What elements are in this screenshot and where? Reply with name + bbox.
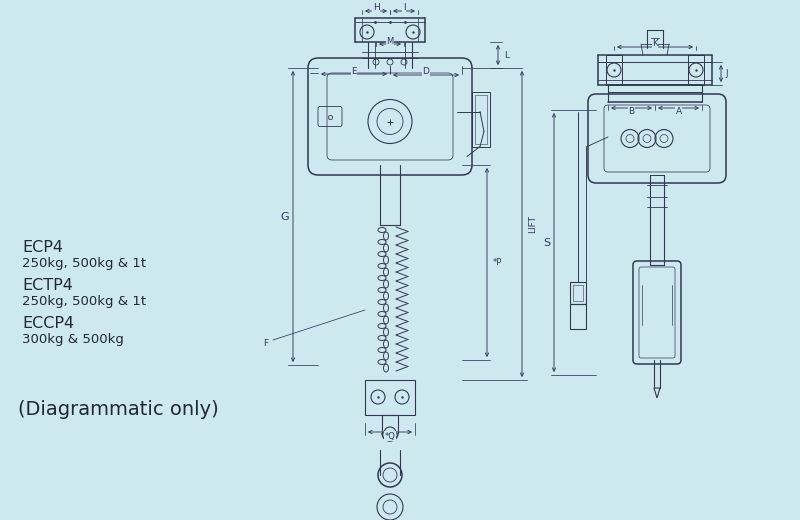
Text: LIFT: LIFT xyxy=(528,215,537,233)
Text: K: K xyxy=(652,40,658,48)
Text: H: H xyxy=(373,4,379,12)
Text: ECTP4: ECTP4 xyxy=(22,278,73,293)
Text: *Q: *Q xyxy=(385,432,395,440)
Text: J: J xyxy=(725,69,727,77)
Text: M: M xyxy=(386,37,394,46)
Text: ECCP4: ECCP4 xyxy=(22,316,74,331)
Text: S: S xyxy=(543,238,550,248)
Text: I: I xyxy=(402,4,406,12)
Text: 250kg, 500kg & 1t: 250kg, 500kg & 1t xyxy=(22,295,146,308)
Bar xyxy=(688,55,704,85)
Text: 300kg & 500kg: 300kg & 500kg xyxy=(22,333,124,346)
Bar xyxy=(475,95,487,144)
Text: A: A xyxy=(675,108,682,116)
Text: F: F xyxy=(263,339,268,347)
Text: (Diagrammatic only): (Diagrammatic only) xyxy=(18,400,218,419)
Bar xyxy=(472,92,490,147)
Text: L: L xyxy=(504,50,509,59)
Text: D: D xyxy=(422,68,430,76)
Bar xyxy=(570,304,586,329)
Text: ECP4: ECP4 xyxy=(22,240,63,255)
Bar xyxy=(570,282,586,304)
Text: B: B xyxy=(629,108,634,116)
Bar xyxy=(365,380,415,415)
Bar xyxy=(573,285,583,301)
Text: E: E xyxy=(351,67,357,75)
Text: 250kg, 500kg & 1t: 250kg, 500kg & 1t xyxy=(22,257,146,270)
Text: *P: *P xyxy=(493,258,502,267)
Bar xyxy=(606,55,622,85)
Text: G: G xyxy=(281,212,290,222)
